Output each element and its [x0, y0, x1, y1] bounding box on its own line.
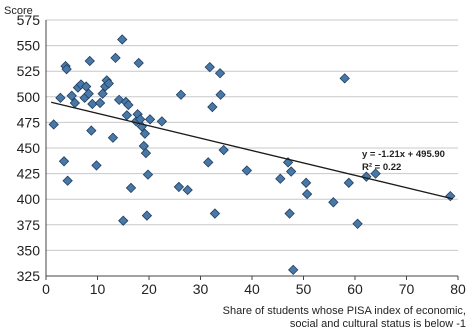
data-point — [282, 157, 294, 168]
data-point — [118, 215, 129, 226]
data-point — [156, 116, 168, 127]
data-point — [141, 210, 153, 221]
x-tick-label: 30 — [193, 281, 209, 297]
y-tick-label: 450 — [17, 140, 41, 156]
y-tick-label: 500 — [17, 89, 41, 105]
data-point — [370, 168, 381, 179]
data-point — [218, 144, 229, 156]
x-tick-label: 80 — [450, 281, 466, 297]
y-tick-label: 350 — [17, 242, 41, 258]
data-point — [144, 114, 156, 125]
data-point — [300, 177, 312, 188]
data-point — [339, 73, 350, 84]
x-axis-title-line-1: Share of students whose PISA index of ec… — [223, 305, 466, 317]
data-point — [361, 171, 372, 182]
x-tick-label: 0 — [42, 281, 50, 297]
data-point — [288, 264, 299, 276]
data-point — [86, 125, 97, 136]
x-tick-label: 20 — [141, 281, 157, 297]
x-tick-label: 10 — [90, 281, 106, 297]
data-point — [343, 177, 354, 188]
y-tick-label: 325 — [17, 268, 41, 284]
data-point — [55, 92, 66, 103]
data-point — [48, 119, 59, 130]
data-point — [214, 68, 226, 79]
data-point — [241, 165, 253, 176]
x-tick-label: 60 — [347, 281, 363, 297]
data-point — [62, 175, 73, 186]
data-point — [209, 208, 221, 219]
x-axis-title-line-2: social and cultural status is below -1 — [290, 318, 466, 330]
data-point — [125, 182, 137, 194]
data-point — [352, 218, 363, 229]
data-point — [284, 208, 295, 219]
y-tick-label: 375 — [17, 217, 41, 233]
y-tick-label: 425 — [17, 166, 41, 182]
data-point — [204, 61, 215, 73]
data-point — [203, 157, 214, 168]
data-point — [139, 128, 151, 139]
data-point — [87, 98, 98, 110]
data-point — [182, 184, 193, 196]
data-point — [142, 169, 154, 180]
data-point — [140, 147, 152, 159]
data-point — [94, 97, 106, 109]
data-point — [83, 88, 94, 99]
y-tick-label: 400 — [17, 191, 41, 207]
x-tick-label: 40 — [244, 281, 260, 297]
data-point — [91, 160, 102, 171]
data-point — [207, 101, 218, 113]
data-point — [110, 52, 121, 64]
data-point — [173, 181, 185, 193]
data-point — [445, 190, 456, 202]
data-point — [175, 89, 187, 100]
regression-equation: y = -1.21x + 495.90 — [362, 149, 445, 160]
data-point — [123, 99, 134, 111]
y-tick-label: 525 — [17, 63, 41, 79]
y-tick-label: 575 — [17, 12, 41, 28]
data-point — [275, 173, 286, 184]
x-tick-label: 50 — [296, 281, 312, 297]
data-point — [66, 90, 77, 101]
data-point — [285, 166, 297, 177]
y-tick-label: 550 — [17, 38, 41, 54]
data-point — [84, 55, 95, 67]
r-squared-label: R² = 0.22 — [362, 162, 401, 173]
data-point — [301, 188, 313, 200]
data-point — [58, 156, 70, 167]
data-point — [103, 78, 114, 89]
data-point — [328, 197, 339, 208]
data-point — [133, 57, 144, 69]
data-point — [117, 34, 128, 45]
trendline — [50, 101, 454, 200]
y-axis-title: Score — [4, 5, 33, 17]
y-tick-label: 475 — [17, 114, 41, 130]
data-point — [61, 63, 72, 75]
data-point — [107, 132, 119, 143]
x-tick-label: 70 — [399, 281, 415, 297]
data-point — [215, 89, 226, 100]
